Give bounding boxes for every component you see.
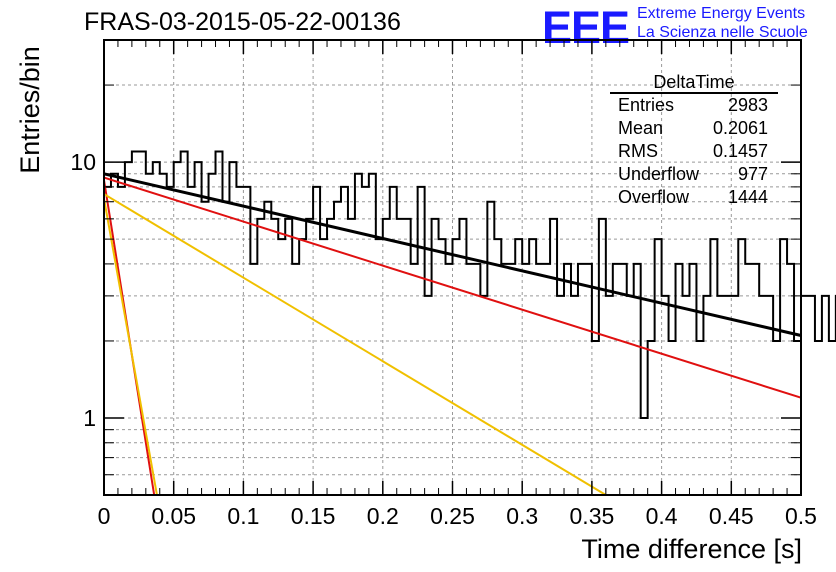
x-tick-label: 0.5 xyxy=(785,503,817,529)
fit-curve-4 xyxy=(103,193,607,496)
stats-title: DeltaTime xyxy=(610,72,778,94)
stats-box: DeltaTime Entries 2983 Mean 0.2061 RMS 0.14… xyxy=(610,72,778,207)
histogram-series xyxy=(104,150,836,419)
fit-curve-1 xyxy=(103,172,802,337)
x-tick-label: 0.4 xyxy=(646,503,678,529)
stats-row-underflow: Underflow 977 xyxy=(618,164,768,184)
x-tick-label: 0.2 xyxy=(367,503,399,529)
stats-row-entries: Entries 2983 xyxy=(618,95,768,115)
x-tick-label: 0.35 xyxy=(570,503,615,529)
x-tick-label: 0.45 xyxy=(709,503,754,529)
x-tick-label: 0 xyxy=(98,503,111,529)
y-tick-label: 1 xyxy=(83,405,96,431)
logo-line-2: La Scienza nelle Scuole xyxy=(637,24,808,41)
y-tick-label: 10 xyxy=(70,149,96,175)
stats-row-mean: Mean 0.2061 xyxy=(618,118,768,138)
chart-title: FRAS-03-2015-05-22-00136 xyxy=(84,8,401,36)
eee-logo-text: Extreme Energy Events La Scienza nelle S… xyxy=(637,4,808,42)
x-tick-label: 0.05 xyxy=(151,503,196,529)
x-tick-label: 0.25 xyxy=(430,503,475,529)
fit-curve-5 xyxy=(103,198,158,496)
x-tick-label: 0.1 xyxy=(227,503,259,529)
eee-logo: EEE xyxy=(542,2,630,53)
y-axis-label: Entries/bin xyxy=(15,46,45,174)
stats-row-overflow: Overflow 1444 xyxy=(618,187,768,207)
x-tick-label: 0.15 xyxy=(291,503,336,529)
fit-curve-2 xyxy=(103,176,802,399)
x-tick-label: 0.3 xyxy=(506,503,538,529)
logo-line-1: Extreme Energy Events xyxy=(637,5,806,22)
stats-row-rms: RMS 0.1457 xyxy=(618,141,768,161)
x-axis-label: Time difference [s] xyxy=(581,534,802,564)
